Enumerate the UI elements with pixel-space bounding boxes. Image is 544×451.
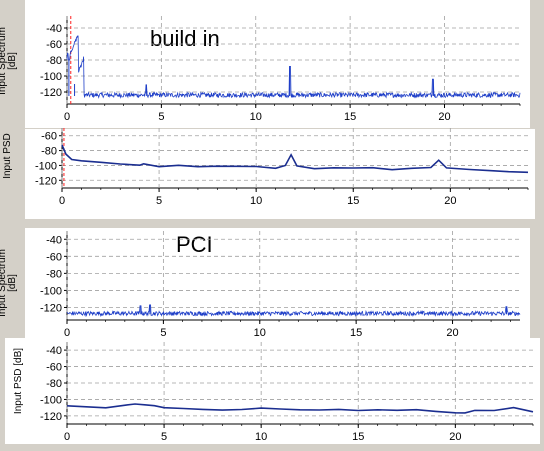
top-spectrum-xtick-label: 15 (344, 111, 356, 123)
bottom-spectrum-ytick-label: -100 (40, 285, 62, 297)
top-spectrum-ytick-label: -40 (46, 23, 62, 35)
bottom-spectrum-xtick-label: 10 (254, 327, 266, 339)
top-psd-ytick-label: -80 (41, 146, 57, 158)
bottom-spectrum-ytick-label: -80 (46, 268, 62, 280)
bottom-spectrum-ytick-label: -120 (40, 302, 62, 314)
top-spectrum-xtick-label: 20 (438, 111, 450, 123)
bottom-psd-ytick-label: -100 (40, 394, 62, 406)
top-spectrum-ytick-label: -60 (46, 39, 62, 51)
bottom-psd-xtick-label: 15 (352, 431, 364, 443)
bottom-psd-panel (5, 338, 540, 444)
top-spectrum-ytick-label: -80 (46, 55, 62, 67)
top-psd-xtick-label: 20 (444, 195, 456, 207)
bottom-spectrum-ytick-label: -60 (46, 251, 62, 263)
top-psd-ytick-label: -120 (35, 175, 57, 187)
top-psd-xtick-label: 10 (250, 195, 262, 207)
bottom-spectrum-xtick-label: 15 (350, 327, 362, 339)
top-psd-ytick-label: -60 (41, 131, 57, 143)
bottom-spectrum-xtick-label: 5 (160, 327, 166, 339)
bottom-spectrum-series-line (66, 304, 521, 318)
top-spectrum-series-line (66, 35, 521, 99)
bottom-psd-series-line (66, 403, 534, 414)
top-spectrum-xtick-label: 10 (250, 111, 262, 123)
bottom-spectrum-ytick-label: -40 (46, 234, 62, 246)
top-spectrum-xtick-label: 0 (64, 111, 70, 123)
top-spectrum-panel (25, 0, 530, 128)
bottom-spectrum-annotation: PCI (168, 232, 256, 266)
top-spectrum-ytick-label: -100 (40, 71, 62, 83)
bottom-psd-ytick-label: -80 (46, 378, 62, 390)
top-spectrum-ytick-label: -120 (40, 87, 62, 99)
bottom-psd-ytick-label: -60 (46, 362, 62, 374)
bottom-spectrum-xtick-label: 0 (64, 327, 70, 339)
bottom-psd-xtick-label: 0 (64, 431, 70, 443)
top-psd-xtick-label: 15 (347, 195, 359, 207)
bottom-spectrum-xtick-label: 20 (446, 327, 458, 339)
top-psd-ytick-label: -100 (35, 160, 57, 172)
bottom-psd-xtick-label: 5 (161, 431, 167, 443)
top-psd-xtick-label: 0 (59, 195, 65, 207)
top-psd-series-line (61, 144, 529, 174)
bottom-psd-xtick-label: 20 (449, 431, 461, 443)
bottom-psd-xtick-label: 10 (255, 431, 267, 443)
bottom-psd-ytick-label: -40 (46, 345, 62, 357)
top-spectrum-xtick-label: 5 (158, 111, 164, 123)
bottom-psd-ytick-label: -120 (40, 411, 62, 423)
top-psd-xtick-label: 5 (156, 195, 162, 207)
